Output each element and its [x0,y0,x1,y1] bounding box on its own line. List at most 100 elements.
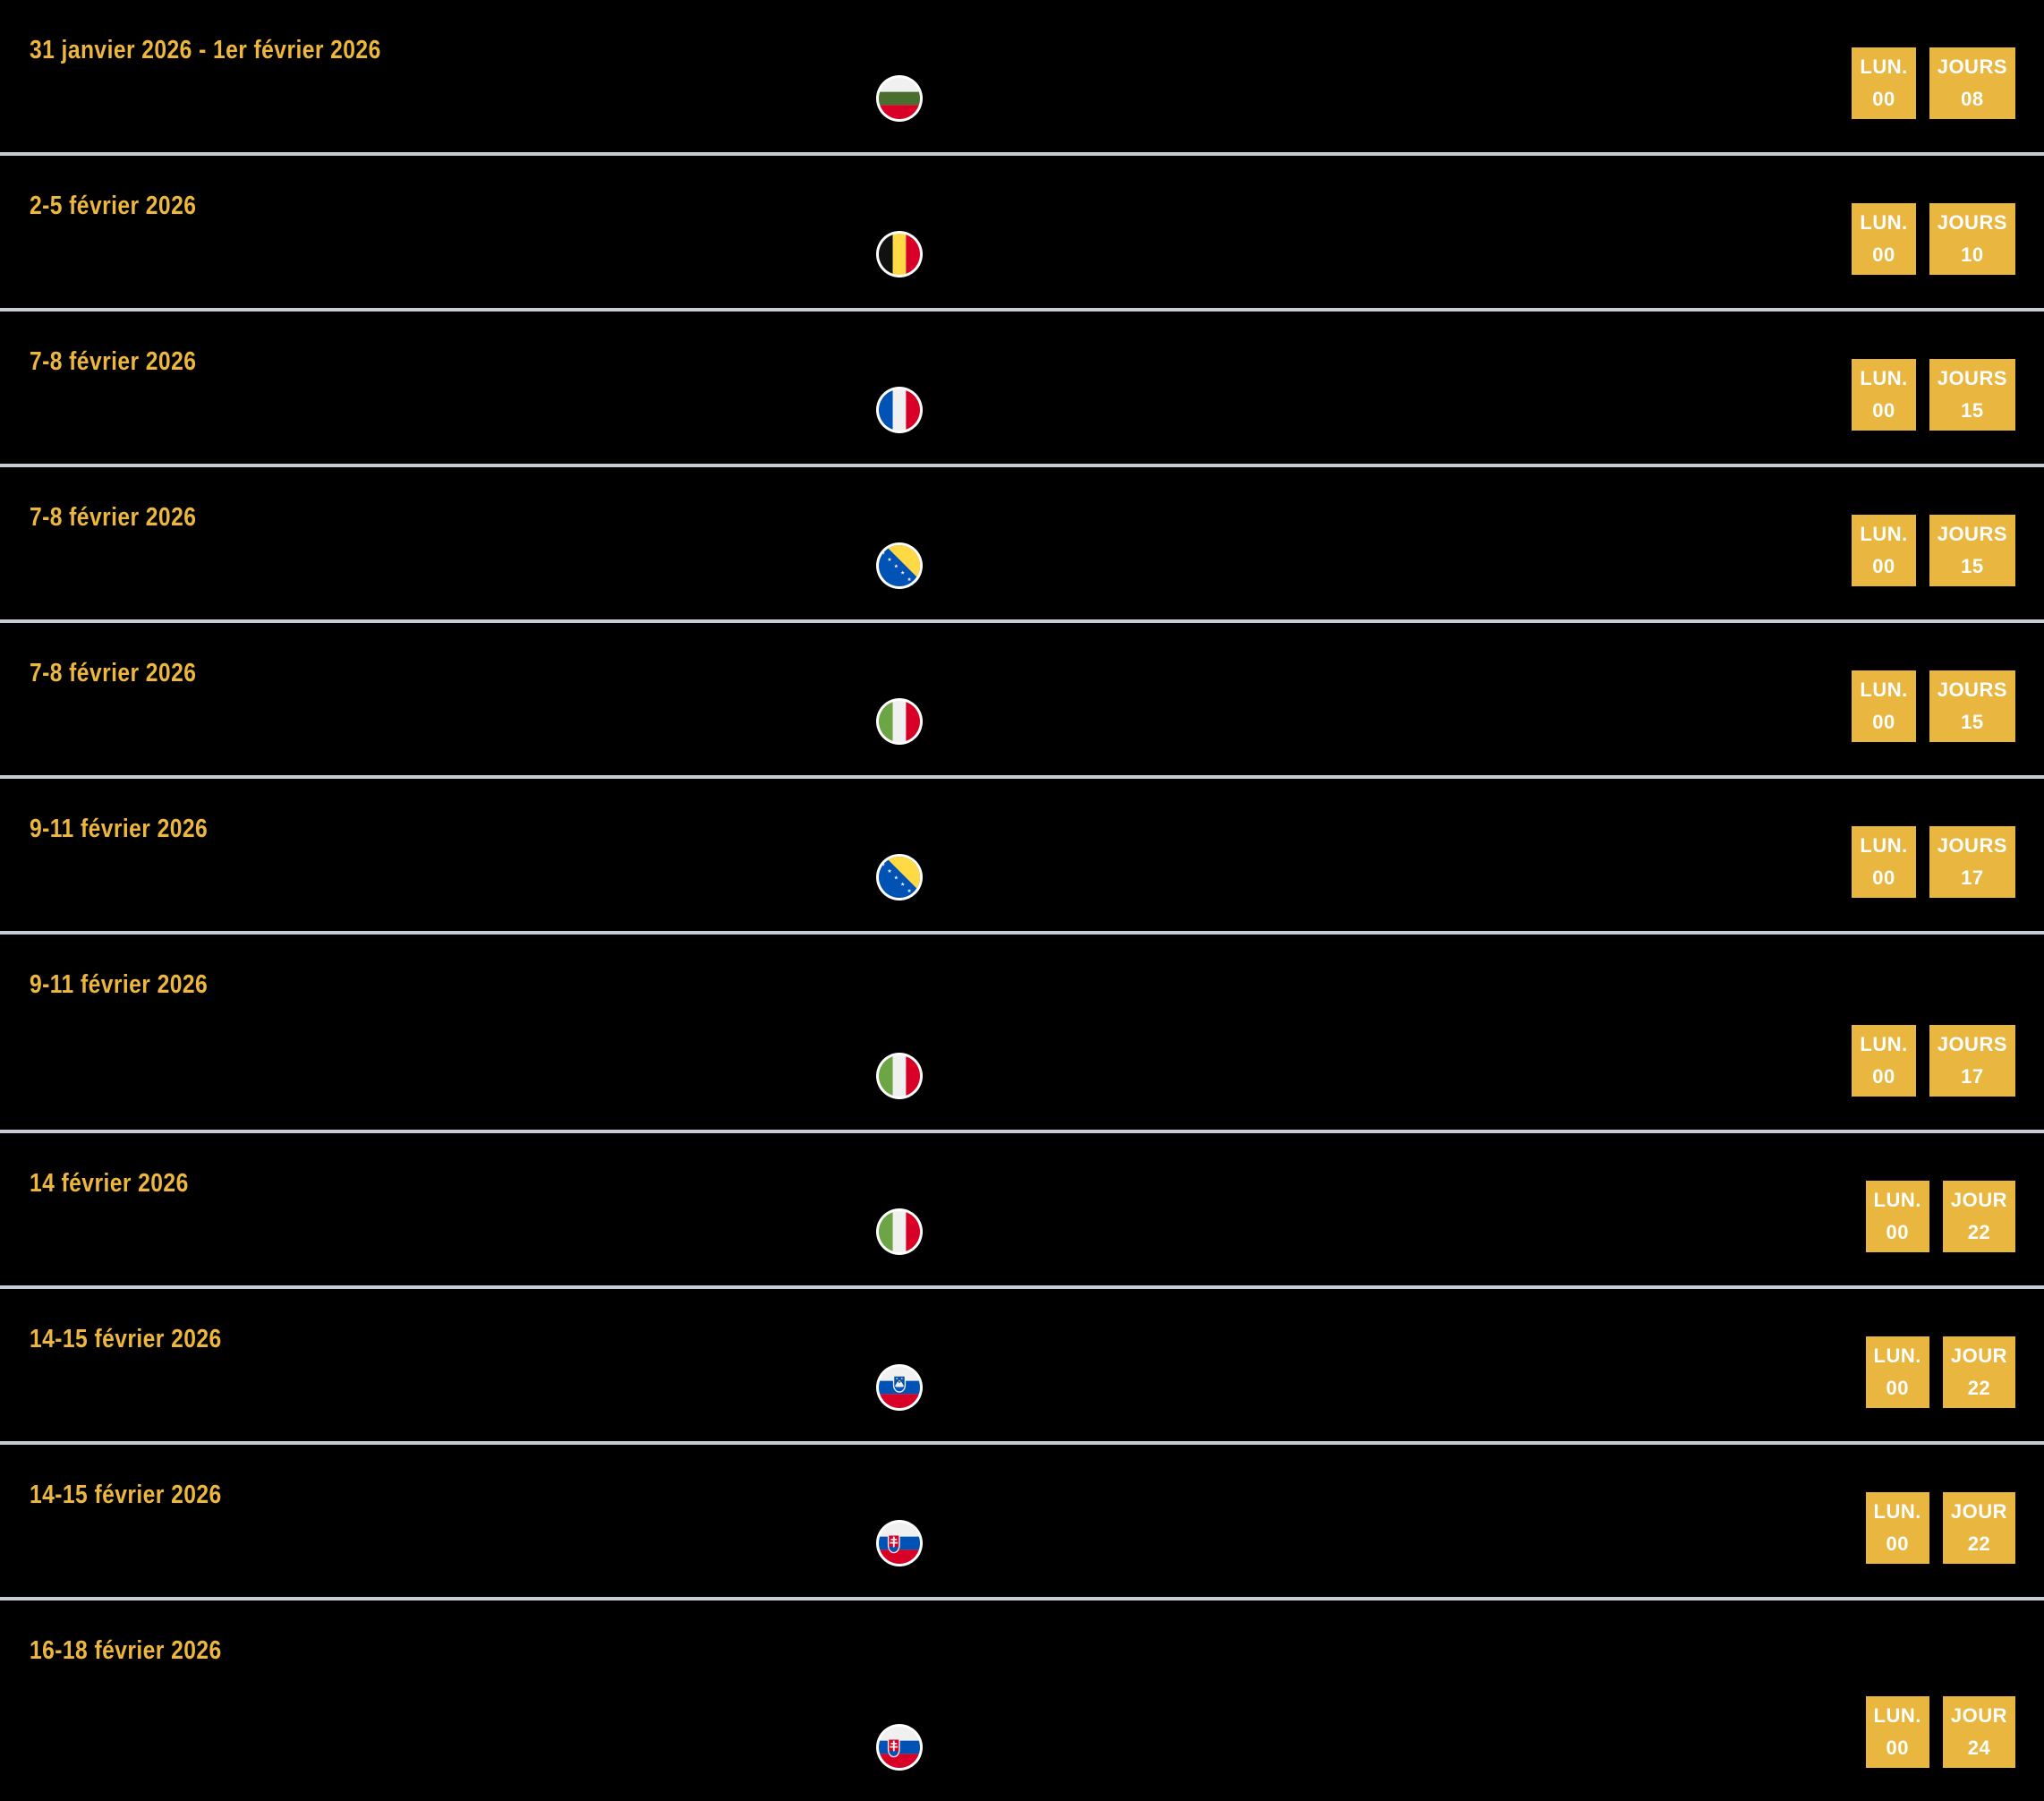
badge-value: 08 [1961,88,1984,110]
badge-value: 22 [1967,1221,1991,1243]
countdown-badge: LUN. 00 [1865,1492,1929,1564]
countdown-badges: LUN. 00 JOURS 08 [1852,47,2015,119]
badge-value: 17 [1961,866,1984,889]
event-date: 31 janvier 2026 - 1er février 2026 [30,36,381,64]
badge-value: 10 [1961,243,1984,266]
event-row[interactable]: 14-15 février 2026 LUN. 00 JOUR 22 [0,1289,2044,1445]
badge-label: JOUR [1950,1344,2007,1367]
badge-label: LUN. [1873,1344,1921,1367]
badge-label: LUN. [1860,55,1908,78]
badge-value: 24 [1967,1737,1991,1759]
badge-value: 22 [1967,1532,1991,1555]
event-date: 14-15 février 2026 [30,1325,222,1353]
badge-value: 15 [1961,555,1984,577]
badge-label: LUN. [1860,523,1908,545]
countdown-badge: JOURS 17 [1929,1025,2015,1097]
badge-value: 22 [1967,1377,1991,1399]
countdown-badges: LUN. 00 JOURS 17 [1852,826,2015,898]
badge-label: LUN. [1873,1704,1921,1727]
badge-value: 00 [1886,1737,1909,1759]
countdown-badges: LUN. 00 JOURS 15 [1852,359,2015,431]
countdown-badge: JOURS 15 [1929,359,2015,431]
event-row[interactable]: 7-8 février 2026 LUN. 00 JOURS 15 [0,623,2044,779]
event-date: 14 février 2026 [30,1169,189,1198]
flag-bulgaria-icon [879,78,920,119]
badge-label: JOURS [1937,1033,2007,1055]
countdown-badges: LUN. 00 JOUR 24 [1865,1696,2015,1768]
flag-bosnia-herzegovina-icon [879,857,920,898]
badge-value: 00 [1872,399,1895,422]
badge-value: 15 [1961,399,1984,422]
badge-label: JOURS [1937,679,2007,701]
badge-label: LUN. [1873,1500,1921,1523]
badge-label: JOUR [1950,1704,2007,1727]
flag-italy-icon [879,1055,920,1097]
badge-label: JOURS [1937,367,2007,389]
event-row[interactable]: 9-11 février 2026 LUN. 00 JOURS 17 [0,779,2044,935]
event-row[interactable]: 14-15 février 2026 LUN. 00 JOUR 22 [0,1445,2044,1600]
event-row[interactable]: 31 janvier 2026 - 1er février 2026 LUN. … [0,0,2044,156]
countdown-badge: LUN. 00 [1865,1336,1929,1408]
countdown-badge: JOUR 22 [1942,1492,2015,1564]
countdown-badges: LUN. 00 JOUR 22 [1865,1492,2015,1564]
badge-label: LUN. [1860,834,1908,857]
badge-label: LUN. [1860,211,1908,234]
badge-label: JOUR [1950,1500,2007,1523]
event-row[interactable]: 7-8 février 2026 LUN. 00 JOURS 15 [0,467,2044,623]
countdown-badge: JOURS 15 [1929,515,2015,586]
badge-label: JOURS [1937,834,2007,857]
countdown-badges: LUN. 00 JOURS 17 [1852,1025,2015,1097]
event-row[interactable]: 9-11 février 2026 LUN. 00 JOURS 17 [0,935,2044,1133]
badge-value: 00 [1886,1221,1909,1243]
countdown-badge: LUN. 00 [1852,515,1916,586]
flag-slovakia-icon [879,1523,920,1564]
badge-label: LUN. [1873,1189,1921,1211]
badge-value: 00 [1872,555,1895,577]
event-row[interactable]: 7-8 février 2026 LUN. 00 JOURS 15 [0,312,2044,467]
event-date: 2-5 février 2026 [30,192,197,220]
flag-italy-icon [879,1211,920,1252]
event-row[interactable]: 2-5 février 2026 LUN. 00 JOURS 10 [0,156,2044,312]
flag-bosnia-herzegovina-icon [879,545,920,586]
countdown-badge: LUN. 00 [1852,826,1916,898]
countdown-badge: JOURS 15 [1929,670,2015,742]
event-row[interactable]: 14 février 2026 LUN. 00 JOUR 22 [0,1133,2044,1289]
countdown-badges: LUN. 00 JOURS 15 [1852,670,2015,742]
countdown-badge: LUN. 00 [1865,1181,1929,1252]
countdown-badge: JOUR 24 [1942,1696,2015,1768]
badge-label: LUN. [1860,1033,1908,1055]
badge-label: JOURS [1937,211,2007,234]
badge-label: JOURS [1937,55,2007,78]
countdown-badges: LUN. 00 JOUR 22 [1865,1336,2015,1408]
countdown-badges: LUN. 00 JOURS 15 [1852,515,2015,586]
countdown-badge: LUN. 00 [1852,359,1916,431]
event-date: 7-8 février 2026 [30,659,197,687]
flag-slovenia-icon [879,1367,920,1408]
badge-value: 00 [1872,866,1895,889]
countdown-badges: LUN. 00 JOURS 10 [1852,203,2015,275]
event-date: 7-8 février 2026 [30,503,197,532]
countdown-badge: LUN. 00 [1852,670,1916,742]
flag-italy-icon [879,701,920,742]
countdown-badge: LUN. 00 [1852,47,1916,119]
countdown-badge: LUN. 00 [1852,1025,1916,1097]
badge-label: JOUR [1950,1189,2007,1211]
flag-belgium-icon [879,234,920,275]
badge-label: JOURS [1937,523,2007,545]
badge-value: 00 [1886,1532,1909,1555]
countdown-badge: JOURS 08 [1929,47,2015,119]
countdown-badge: LUN. 00 [1852,203,1916,275]
countdown-badge: JOURS 10 [1929,203,2015,275]
badge-value: 00 [1872,243,1895,266]
event-date: 7-8 février 2026 [30,347,197,376]
badge-value: 00 [1872,1065,1895,1088]
event-row[interactable]: 16-18 février 2026 LUN. 00 JOUR 24 [0,1600,2044,1801]
flag-slovakia-icon [879,1727,920,1768]
event-date: 9-11 février 2026 [30,970,209,999]
event-date: 14-15 février 2026 [30,1481,222,1509]
event-date: 9-11 février 2026 [30,815,209,843]
countdown-badge: LUN. 00 [1865,1696,1929,1768]
badge-label: LUN. [1860,367,1908,389]
countdown-badge: JOUR 22 [1942,1336,2015,1408]
